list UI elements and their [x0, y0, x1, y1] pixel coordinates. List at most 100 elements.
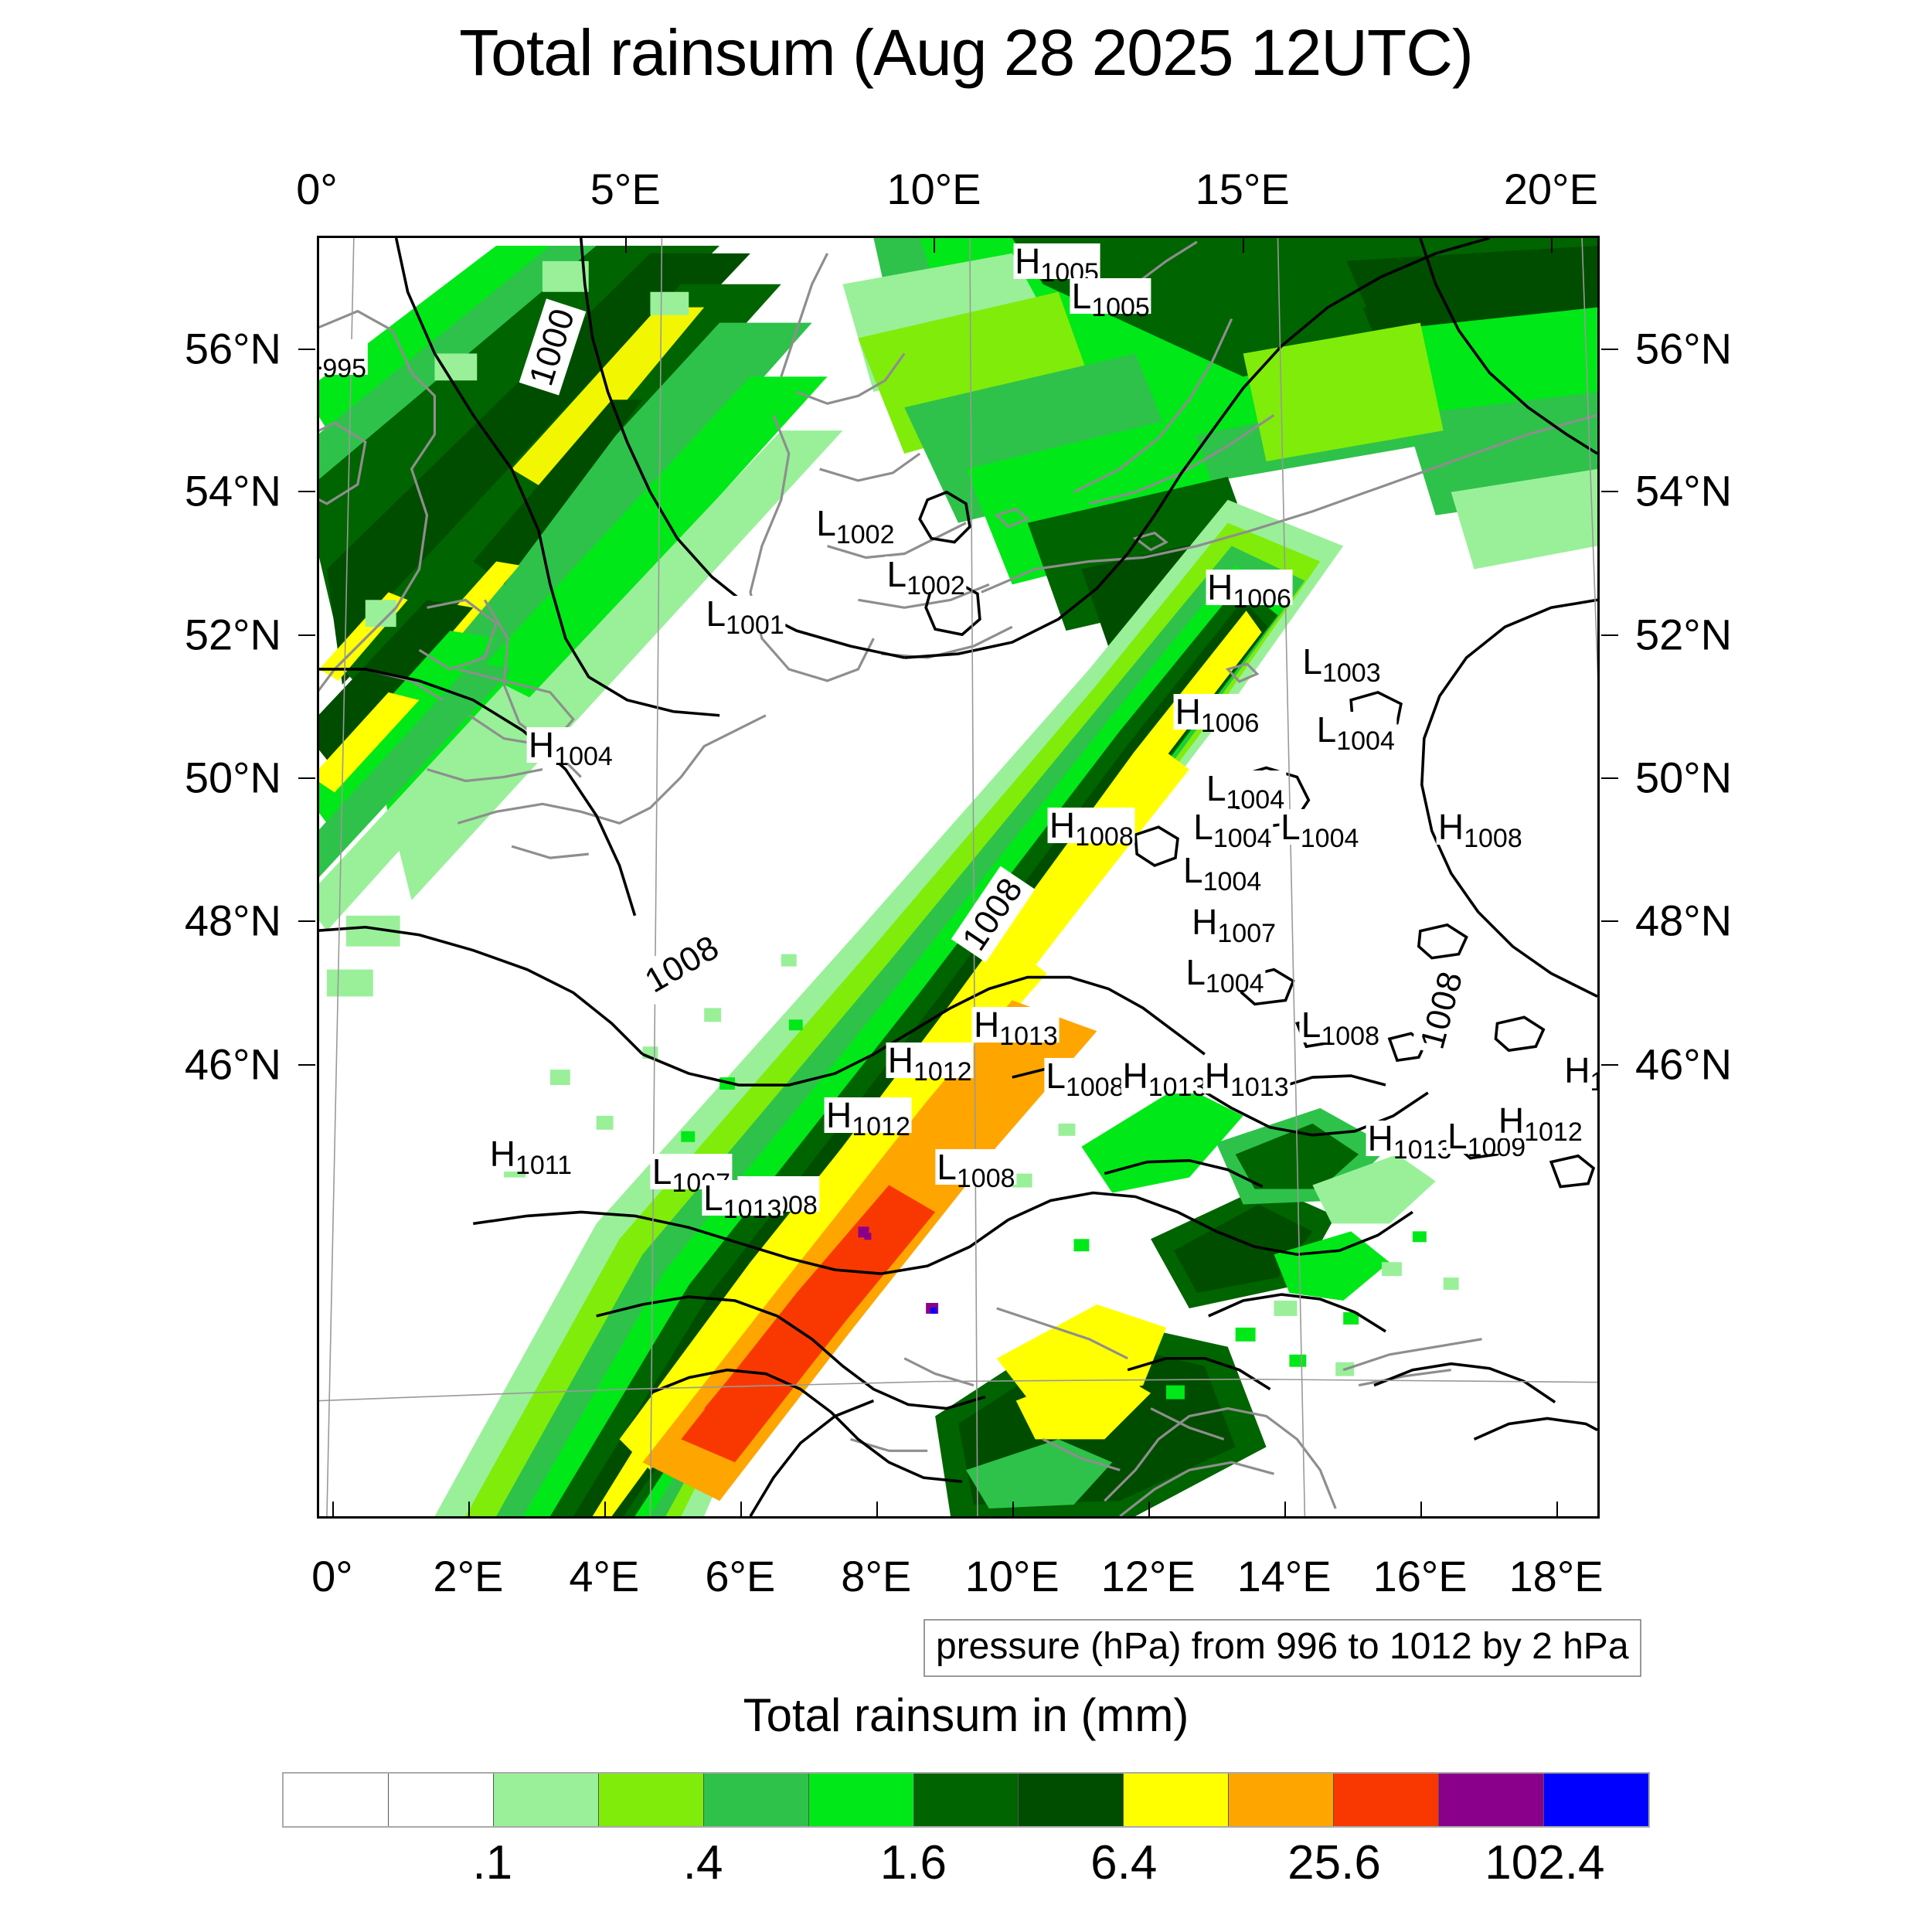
- pressure-center-h-19: H1013: [971, 1004, 1060, 1049]
- page-title: Total rainsum (Aug 28 2025 12UTC): [459, 16, 1474, 89]
- pressure-center-value: 1004: [1202, 867, 1262, 897]
- axis-tick-left-0: [298, 349, 315, 351]
- axis-label-left-5: 46°N: [184, 1039, 281, 1089]
- pressure-center-symbol: H: [1564, 1050, 1590, 1091]
- axis-label-right-4: 48°N: [1635, 896, 1733, 945]
- axis-tick-top-3: [1242, 236, 1244, 253]
- pressure-legend: pressure (hPa) from 996 to 1012 by 2 hPa: [923, 1619, 1641, 1677]
- colorbar-tick-2: 1.6: [879, 1836, 947, 1889]
- axis-label-bottom-8: 16°E: [1372, 1552, 1468, 1600]
- axis-tick-right-1: [1601, 491, 1618, 493]
- pressure-center-l-6: L1001: [704, 596, 786, 638]
- pressure-center-l-11: L1004: [1204, 770, 1287, 813]
- pressure-center-h-26: H1012: [825, 1095, 912, 1140]
- axis-label-bottom-1: 2°E: [433, 1552, 504, 1600]
- axis-tick-bottom-7: [1284, 1502, 1286, 1519]
- axis-tick-bottom-4: [876, 1502, 878, 1519]
- pressure-center-symbol: L: [1183, 850, 1203, 891]
- axis-tick-bottom-2: [604, 1502, 606, 1519]
- pressure-center-l-9: L1004: [1315, 711, 1396, 754]
- axis-label-top-4: 20°E: [1503, 165, 1598, 213]
- pressure-center-h-30: H1011: [488, 1134, 574, 1179]
- pressure-center-value: 1004: [1226, 785, 1285, 815]
- pressure-center-value: 1008: [1075, 822, 1134, 852]
- pressure-center-value: 1008: [1065, 1072, 1124, 1102]
- pressure-center-value: 1004: [1213, 823, 1272, 853]
- pressure-center-symbol: L: [703, 1177, 723, 1218]
- colorbar-tick-5: 102.4: [1485, 1836, 1605, 1889]
- pressure-center-symbol: H: [1015, 240, 1041, 281]
- axis-tick-bottom-3: [740, 1502, 742, 1519]
- colorbar-cell-12: [1544, 1774, 1648, 1826]
- pressure-center-value: 1004: [1336, 726, 1395, 756]
- pressure-center-h-29: H1012: [1496, 1103, 1584, 1145]
- pressure-center-value: 1008: [956, 1163, 1015, 1193]
- pressure-center-symbol: L: [1071, 275, 1092, 316]
- axis-label-bottom-3: 6°E: [705, 1552, 776, 1600]
- pressure-center-h-23: H1013: [1121, 1057, 1209, 1100]
- axis-tick-top-0: [317, 236, 318, 253]
- pressure-center-l-21: L1008: [1299, 1006, 1381, 1049]
- pressure-center-h-15: H1008: [1436, 806, 1524, 852]
- axis-tick-bottom-6: [1148, 1502, 1150, 1519]
- axis-label-bottom-5: 10°E: [964, 1552, 1060, 1600]
- pressure-center-value: 1011: [515, 1151, 573, 1181]
- axis-tick-right-2: [1601, 634, 1618, 637]
- axis-tick-bottom-1: [468, 1502, 470, 1519]
- pressure-center-symbol: L: [937, 1146, 957, 1187]
- colorbar: [282, 1772, 1650, 1828]
- axis-tick-left-4: [298, 920, 315, 923]
- pressure-center-l-4: L1002: [885, 556, 967, 599]
- axis-tick-top-2: [934, 236, 936, 253]
- colorbar-tick-0: .1: [472, 1836, 513, 1889]
- pressure-center-symbol: L: [1447, 1116, 1468, 1156]
- axis-label-right-0: 56°N: [1635, 324, 1733, 373]
- pressure-center-symbol: L: [319, 337, 322, 377]
- pressure-center-symbol: L: [1302, 641, 1322, 682]
- pressure-center-h-25: H10: [1563, 1050, 1597, 1095]
- pressure-center-value: 1002: [906, 570, 965, 600]
- pressure-center-h-8: H1006: [1173, 693, 1261, 736]
- colorbar-title: Total rainsum in (mm): [743, 1689, 1189, 1741]
- colorbar-cell-9: [1229, 1774, 1335, 1826]
- colorbar-cell-7: [1019, 1774, 1124, 1826]
- axis-tick-top-1: [625, 236, 628, 253]
- pressure-center-l-3: L1002: [815, 505, 896, 548]
- axis-label-right-3: 50°N: [1635, 753, 1733, 802]
- pressure-center-value: 10: [1590, 1067, 1597, 1097]
- pressure-center-value: 995: [322, 354, 367, 384]
- pressure-center-l-7: L1003: [1301, 641, 1383, 686]
- colorbar-cell-3: [598, 1774, 704, 1826]
- axis-label-bottom-0: 0°: [311, 1552, 353, 1600]
- axis-label-bottom-7: 14°E: [1236, 1552, 1332, 1600]
- pressure-center-symbol: H: [887, 1040, 913, 1081]
- pressure-center-symbol: H: [1207, 566, 1233, 607]
- pressure-center-value: 1004: [554, 741, 613, 771]
- pressure-center-h-12: H1008: [1047, 808, 1135, 850]
- pressure-center-value: 1004: [1300, 823, 1359, 853]
- pressure-center-symbol: H: [973, 1004, 1000, 1045]
- pressure-center-symbol: H: [1437, 806, 1464, 847]
- pressure-center-value: 1013: [1148, 1072, 1207, 1102]
- pressure-center-value: 1002: [835, 519, 895, 549]
- pressure-center-symbol: H: [489, 1134, 515, 1175]
- axis-label-bottom-4: 8°E: [841, 1552, 912, 1600]
- axis-tick-bottom-0: [332, 1502, 334, 1519]
- pressure-center-symbol: L: [651, 1151, 672, 1192]
- pressure-center-h-5: H1006: [1206, 566, 1293, 612]
- pressure-center-symbol: L: [1193, 806, 1213, 847]
- pressure-center-value: 1012: [852, 1112, 910, 1142]
- colorbar-cell-0: [284, 1774, 389, 1826]
- pressure-center-value: 1013: [999, 1021, 1058, 1051]
- pressure-center-symbol: H: [826, 1095, 852, 1136]
- axis-tick-left-2: [298, 634, 315, 637]
- pressure-center-value: 1005: [1091, 292, 1150, 322]
- pressure-center-l-2: L1005: [1070, 275, 1151, 321]
- axis-label-left-2: 52°N: [184, 610, 281, 659]
- map-canvas: [319, 238, 1597, 1516]
- colorbar-cell-4: [703, 1774, 809, 1826]
- coastlines: [319, 240, 1597, 1516]
- pressure-center-value: 1008: [1321, 1021, 1379, 1051]
- axis-label-right-2: 52°N: [1635, 610, 1733, 659]
- colorbar-cell-8: [1124, 1774, 1230, 1826]
